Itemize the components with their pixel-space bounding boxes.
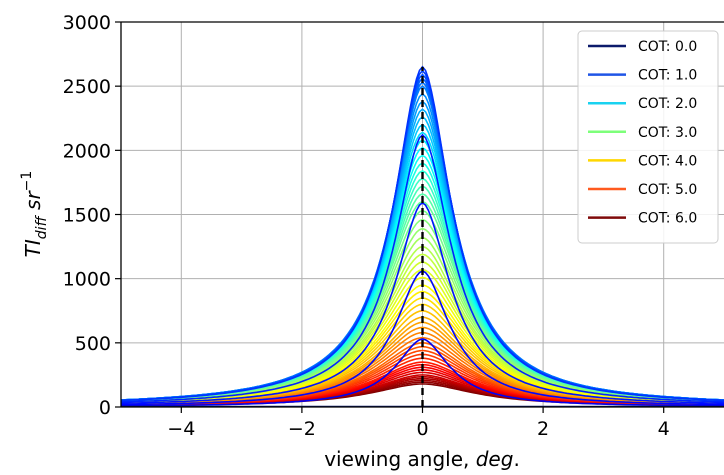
legend-label: COT: 1.0 — [638, 68, 697, 84]
legend-label: COT: 4.0 — [638, 153, 697, 169]
legend-label: COT: 5.0 — [638, 182, 697, 198]
y-tick-label: 0 — [99, 397, 111, 419]
y-tick-label: 3000 — [63, 12, 111, 34]
y-axis-label: TIdiff sr−1 — [19, 171, 50, 258]
x-tick-label: 4 — [658, 418, 670, 440]
x-axis-label: viewing angle, deg. — [324, 447, 520, 471]
x-tick-label: 0 — [416, 418, 428, 440]
x-tick-label: −4 — [167, 418, 195, 440]
y-tick-label: 1500 — [63, 205, 111, 227]
legend-label: COT: 2.0 — [638, 96, 697, 112]
series-line — [121, 338, 724, 407]
y-tick-label: 500 — [75, 333, 111, 355]
y-tick-label: 2500 — [63, 76, 111, 98]
series-line — [121, 133, 724, 403]
series-line — [121, 65, 724, 402]
y-tick-label: 1000 — [63, 269, 111, 291]
y-axis-ticks: 0 500 1000 1500 2000 2500 3000 — [63, 12, 121, 419]
y-tick-label: 2000 — [63, 140, 111, 162]
x-tick-label: −2 — [288, 418, 316, 440]
x-axis-ticks: −4 −2 0 2 4 — [167, 407, 670, 440]
legend-label: COT: 0.0 — [638, 39, 697, 55]
legend-label: COT: 6.0 — [638, 211, 697, 227]
legend-label: COT: 3.0 — [638, 125, 697, 141]
x-tick-label: 2 — [537, 418, 549, 440]
legend: COT: 0.0 COT: 1.0 COT: 2.0 COT: 3.0 COT: 4.0… — [577, 30, 719, 244]
